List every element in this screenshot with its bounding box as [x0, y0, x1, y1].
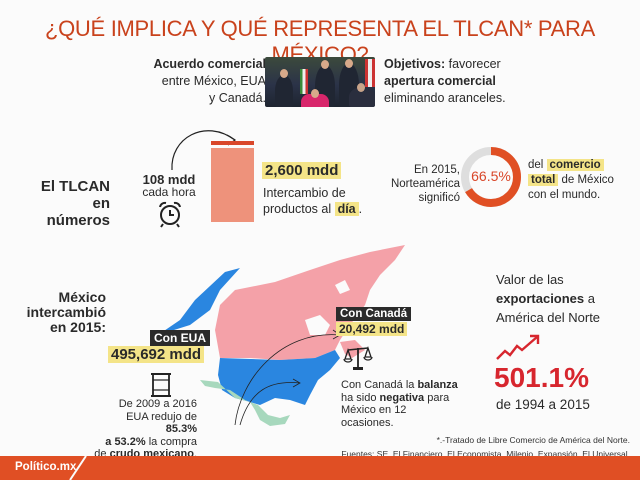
mexico-region	[200, 380, 290, 426]
intro-objectives: Objetivos: favorecer apertura comercial …	[384, 56, 544, 107]
daily-bar-cap	[211, 141, 254, 145]
trend-up-arrow-icon	[496, 334, 540, 360]
daily-value-text: 2,600 mdd	[262, 162, 342, 179]
balance-line: ocasiones.	[341, 416, 394, 429]
daily-desc-end: .	[358, 202, 363, 216]
daily-desc-bold: día	[334, 202, 359, 216]
section-label-line: intercambió	[26, 304, 106, 320]
canada-value-text: 20,492 mdd	[336, 322, 408, 336]
footnote-definition: *.-Tratado de Libre Comercio de América …	[436, 435, 630, 445]
daily-value: 2,600 mdd	[262, 162, 342, 179]
exports-range: de 1994 a 2015	[496, 397, 590, 412]
alaska-region	[158, 268, 240, 335]
exports-line: América del Norte	[496, 310, 601, 325]
canada-flag	[365, 59, 375, 87]
balance-part: para	[424, 391, 450, 404]
usa-value: 495,692 mdd	[108, 346, 205, 363]
exports-bold: exportaciones	[496, 291, 585, 306]
north-america-map	[158, 245, 405, 426]
share-value: 66.5%	[471, 168, 511, 184]
per-hour-stat: 108 mdd cada hora	[138, 173, 200, 199]
alarm-clock-icon	[159, 201, 181, 228]
balance-part: ha sido	[341, 391, 380, 404]
exports-label: Valor de las exportaciones a América del…	[496, 270, 636, 327]
usa-tag: Con EUA	[150, 330, 210, 346]
section-label-line: en 2015:	[49, 319, 106, 335]
objectives-text: favorecer	[445, 57, 501, 71]
usa-tag-text: Con EUA	[150, 330, 210, 346]
footer-bar	[0, 456, 640, 480]
exports-line: Valor de las	[496, 272, 564, 287]
share-right-text: del comercio total de México con el mund…	[528, 158, 638, 203]
oil-bold: a 53.2%	[105, 435, 146, 448]
footnote: *.-Tratado de Libre Comercio de América …	[341, 433, 630, 461]
balance-part: Con Canadá la	[341, 379, 418, 391]
oil-bold: 85.3%	[165, 423, 197, 435]
daily-bar	[211, 148, 254, 222]
canada-tag-text: Con Canadá	[336, 307, 412, 321]
section-label-line: México	[58, 289, 106, 305]
balance-bold: balanza	[417, 379, 458, 391]
footnote-sources: Fuentes: SE, El Financiero, El Economist…	[341, 449, 630, 459]
footer-divider	[69, 456, 87, 480]
page-title: ¿QUÉ IMPLICA Y QUÉ REPRESENTA EL TLCAN* …	[44, 16, 595, 67]
daily-desc-text: productos al	[263, 202, 335, 216]
share-right-bold: comercio	[546, 159, 604, 171]
exports-text: a	[584, 291, 595, 306]
share-right-text-part: de México	[558, 174, 614, 186]
section-label-line: en números	[46, 195, 110, 229]
canada-value: 20,492 mdd	[336, 322, 408, 336]
usa-value-text: 495,692 mdd	[108, 346, 205, 363]
mexico-flag	[300, 69, 308, 94]
per-hour-label: cada hora	[142, 185, 196, 199]
oil-barrel-icon	[151, 373, 171, 397]
share-right-bold: total	[528, 174, 559, 186]
daily-description: Intercambio de productos al día.	[263, 185, 362, 217]
intro-agreement-bold: Acuerdo comercial	[153, 57, 266, 71]
canada-tag: Con Canadá	[336, 307, 412, 321]
section-label-numbers: El TLCAN en números	[30, 178, 110, 229]
exports-value: 501.1%	[494, 362, 589, 393]
balance-line: México en 12	[341, 404, 407, 416]
usa-region	[218, 350, 340, 405]
per-hour-value: 108 mdd	[142, 172, 196, 187]
oil-text: la compra	[145, 435, 197, 448]
intro-agreement-line: y Canadá.	[209, 91, 266, 105]
share-left-line: En 2015,	[413, 164, 460, 176]
intro-agreement-line: entre México, EUA	[161, 74, 266, 88]
objectives-text: eliminando aranceles.	[384, 91, 506, 105]
canada-region	[215, 245, 405, 360]
oil-text: EUA redujo de	[126, 410, 197, 423]
share-donut-chart	[461, 147, 521, 207]
intro-agreement: Acuerdo comercial entre México, EUA y Ca…	[120, 56, 266, 107]
objectives-bold: apertura comercial	[384, 74, 496, 88]
share-right-text-part: del	[528, 159, 547, 171]
share-left-line: Norteamérica	[390, 178, 460, 190]
share-right-line: con el mundo.	[528, 189, 601, 201]
objectives-label: Objetivos:	[384, 57, 446, 71]
brand-logo[interactable]: Político.mx	[15, 461, 77, 473]
section-label-exchanged: México intercambió en 2015:	[20, 290, 106, 335]
oil-text: .	[193, 448, 197, 460]
share-left-text: En 2015, Norteamérica significó	[370, 163, 460, 205]
section-label-line: El TLCAN	[40, 178, 110, 195]
balance-bold: negativa	[379, 391, 425, 404]
signing-photo	[265, 57, 375, 107]
balance-text: Con Canadá la balanza ha sido negativa p…	[341, 379, 461, 429]
oil-purchase-text: De 2009 a 2016 EUA redujo de 85.3% a 53.…	[92, 398, 197, 461]
oil-line: De 2009 a 2016	[118, 398, 197, 410]
balance-scale-icon	[343, 345, 373, 370]
share-left-line: significó	[418, 192, 460, 204]
person-pink-suit	[301, 94, 329, 107]
daily-desc-line: Intercambio de	[263, 186, 346, 200]
